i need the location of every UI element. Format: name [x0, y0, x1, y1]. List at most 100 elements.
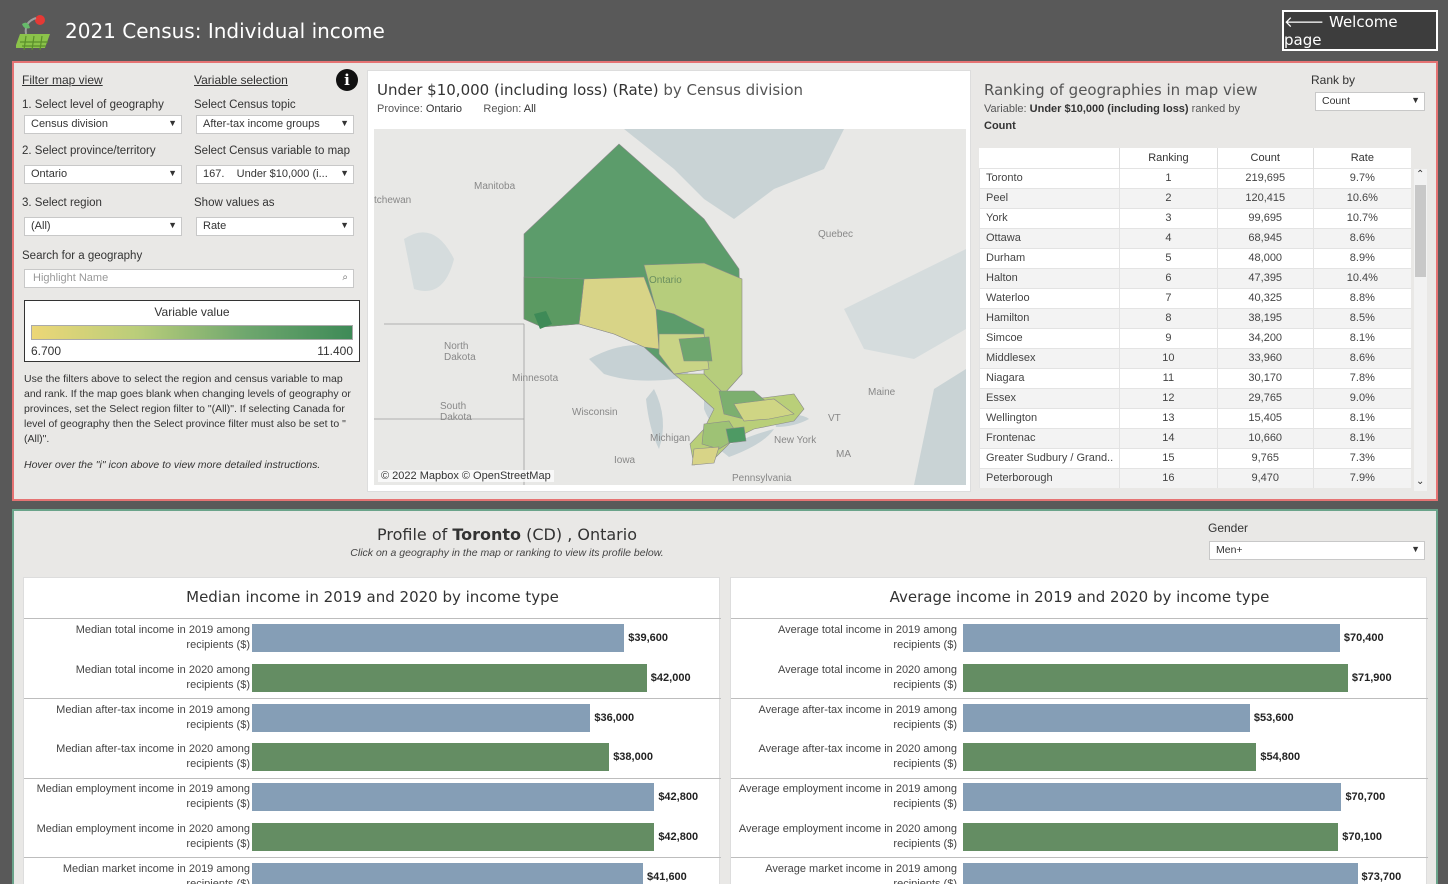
- chevron-down-icon: ▼: [340, 220, 349, 230]
- col-header-name: [980, 148, 1120, 168]
- legend-title: Variable value: [154, 305, 230, 319]
- rate-cell: 7.8%: [1312, 367, 1411, 388]
- ranking-row[interactable]: Middlesex 10 33,960 8.6%: [979, 347, 1411, 368]
- average-chart-title: Average income in 2019 and 2020 by incom…: [889, 588, 1270, 606]
- region-label: 3. Select region: [22, 197, 102, 209]
- bar-value-label: $71,900: [1351, 671, 1392, 684]
- bar-value-label: $70,700: [1345, 791, 1386, 804]
- ranking-cell: 3: [1118, 207, 1218, 228]
- ranking-row[interactable]: Halton 6 47,395 10.4%: [979, 267, 1411, 288]
- map-label-pennsylvania: Pennsylvania: [732, 473, 792, 484]
- bar-value-label: $42,800: [658, 791, 699, 804]
- profile-panel: Profile of Toronto (CD) , Ontario Click …: [12, 509, 1438, 884]
- income-bar[interactable]: [963, 663, 1348, 692]
- count-cell: 40,325: [1216, 287, 1314, 308]
- ranking-cell: 12: [1118, 387, 1218, 408]
- choropleth-map[interactable]: Manitoba tchewan Quebec Ontario North Da…: [374, 129, 966, 485]
- income-bar[interactable]: [963, 783, 1342, 812]
- bar-value-label: $70,100: [1342, 831, 1382, 843]
- income-bar[interactable]: [252, 783, 655, 812]
- income-bar[interactable]: [963, 862, 1358, 884]
- rank-by-dropdown[interactable]: Count ▼: [1315, 92, 1425, 111]
- search-input[interactable]: Highlight Name ⌕: [24, 269, 354, 288]
- level-dropdown[interactable]: Census division ▼: [24, 115, 182, 134]
- income-bar[interactable]: [252, 624, 625, 652]
- ranking-row[interactable]: Niagara 11 30,170 7.8%: [979, 367, 1411, 388]
- count-cell: 48,000: [1216, 247, 1314, 268]
- bar-label: Average total income in 2019 among recip…: [778, 624, 957, 651]
- ranking-row[interactable]: Toronto 1 219,695 9.7%: [979, 167, 1411, 188]
- bar-value-label: $38,000: [613, 751, 653, 764]
- geo-name-cell: Peel: [979, 187, 1120, 208]
- map-title: Under $10,000 (including loss) (Rate) by…: [377, 81, 803, 99]
- topic-dropdown[interactable]: After-tax income groups ▼: [196, 115, 354, 134]
- geo-name-cell: Simcoe: [979, 327, 1120, 348]
- ranking-title: Ranking of geographies in map view: [984, 81, 1258, 99]
- ranking-row[interactable]: Peel 2 120,415 10.6%: [979, 187, 1411, 208]
- income-bar[interactable]: [252, 703, 591, 732]
- rate-cell: 8.6%: [1312, 347, 1411, 368]
- map-region-value: All: [523, 103, 537, 115]
- ranking-row[interactable]: Frontenac 14 10,660 8.1%: [979, 427, 1411, 448]
- rank-by-label: Rank by: [1311, 73, 1356, 87]
- ranking-cell: 4: [1118, 227, 1218, 248]
- ranking-row[interactable]: Durham 5 48,000 8.9%: [979, 247, 1411, 268]
- income-bar[interactable]: [252, 862, 644, 884]
- ranking-row[interactable]: Wellington 13 15,405 8.1%: [979, 407, 1411, 428]
- ranking-row[interactable]: Greater Sudbury / Grand.. 15 9,765 7.3%: [979, 447, 1411, 468]
- geo-name-cell: Wellington: [979, 407, 1120, 428]
- col-header-rate[interactable]: Rate: [1312, 148, 1411, 168]
- gender-value: Men+: [1216, 544, 1243, 556]
- variable-selection-heading: Variable selection: [194, 73, 288, 87]
- col-header-count[interactable]: Count: [1216, 148, 1314, 168]
- variable-dropdown[interactable]: 167. Under $10,000 (i... ▼: [196, 165, 354, 184]
- map-label-manitoba: Manitoba: [474, 181, 516, 192]
- rate-cell: 7.9%: [1312, 467, 1411, 488]
- show-values-dropdown[interactable]: Rate ▼: [196, 217, 354, 236]
- bar-label: Median total income in 2020 among recipi…: [75, 663, 250, 691]
- info-icon[interactable]: i: [336, 69, 358, 91]
- count-cell: 219,695: [1216, 167, 1314, 188]
- income-bar[interactable]: [963, 823, 1339, 851]
- scroll-down-icon[interactable]: ⌄: [1416, 476, 1425, 487]
- col-header-ranking[interactable]: Ranking: [1118, 148, 1218, 168]
- region-dropdown[interactable]: (All) ▼: [24, 217, 182, 236]
- ranking-cell: 9: [1118, 327, 1218, 348]
- welcome-page-button[interactable]: 🡐 Welcome page: [1282, 10, 1438, 51]
- income-bar[interactable]: [963, 703, 1250, 732]
- gender-dropdown[interactable]: Men+ ▼: [1209, 541, 1425, 560]
- level-value: Census division: [31, 118, 109, 130]
- ranking-scroll-thumb[interactable]: [1415, 185, 1426, 277]
- province-dropdown[interactable]: Ontario ▼: [24, 165, 182, 184]
- province-value: Ontario: [31, 168, 68, 180]
- geo-name-cell: Greater Sudbury / Grand..: [979, 447, 1120, 468]
- income-bar[interactable]: [252, 663, 647, 692]
- map-credit[interactable]: © 2022 Mapbox © OpenStreetMap: [378, 470, 554, 482]
- income-bar[interactable]: [963, 624, 1340, 652]
- income-bar[interactable]: [252, 823, 655, 851]
- ranking-row[interactable]: Ottawa 4 68,945 8.6%: [979, 227, 1411, 248]
- topic-label: Select Census topic: [194, 99, 296, 111]
- row-separator: [731, 857, 1428, 859]
- ranking-subtitle: Variable: Under $10,000 (including loss)…: [984, 101, 1294, 135]
- map-label-wisconsin: Wisconsin: [572, 407, 618, 418]
- ranking-sub-variable: Under $10,000 (including loss): [1029, 103, 1189, 115]
- map-canvas[interactable]: [374, 129, 966, 485]
- ranking-row[interactable]: Essex 12 29,765 9.0%: [979, 387, 1411, 408]
- map-card: Under $10,000 (including loss) (Rate) by…: [367, 70, 971, 492]
- geo-name-cell: York: [979, 207, 1120, 228]
- ranking-row[interactable]: Hamilton 8 38,195 8.5%: [979, 307, 1411, 328]
- income-bar[interactable]: [252, 743, 610, 772]
- ranking-row[interactable]: Waterloo 7 40,325 8.8%: [979, 287, 1411, 308]
- rate-cell: 8.1%: [1312, 407, 1411, 428]
- ranking-row[interactable]: Peterborough 16 9,470 7.9%: [979, 467, 1411, 488]
- map-label-north-dakota: North Dakota: [444, 341, 476, 363]
- ranking-cell: 1: [1118, 167, 1218, 188]
- count-cell: 29,765: [1216, 387, 1314, 408]
- income-bar[interactable]: [963, 743, 1257, 772]
- rate-cell: 8.9%: [1312, 247, 1411, 268]
- scroll-up-icon[interactable]: ⌃: [1416, 169, 1425, 180]
- ranking-row[interactable]: Simcoe 9 34,200 8.1%: [979, 327, 1411, 348]
- map-label-michigan: Michigan: [650, 433, 691, 444]
- ranking-row[interactable]: York 3 99,695 10.7%: [979, 207, 1411, 228]
